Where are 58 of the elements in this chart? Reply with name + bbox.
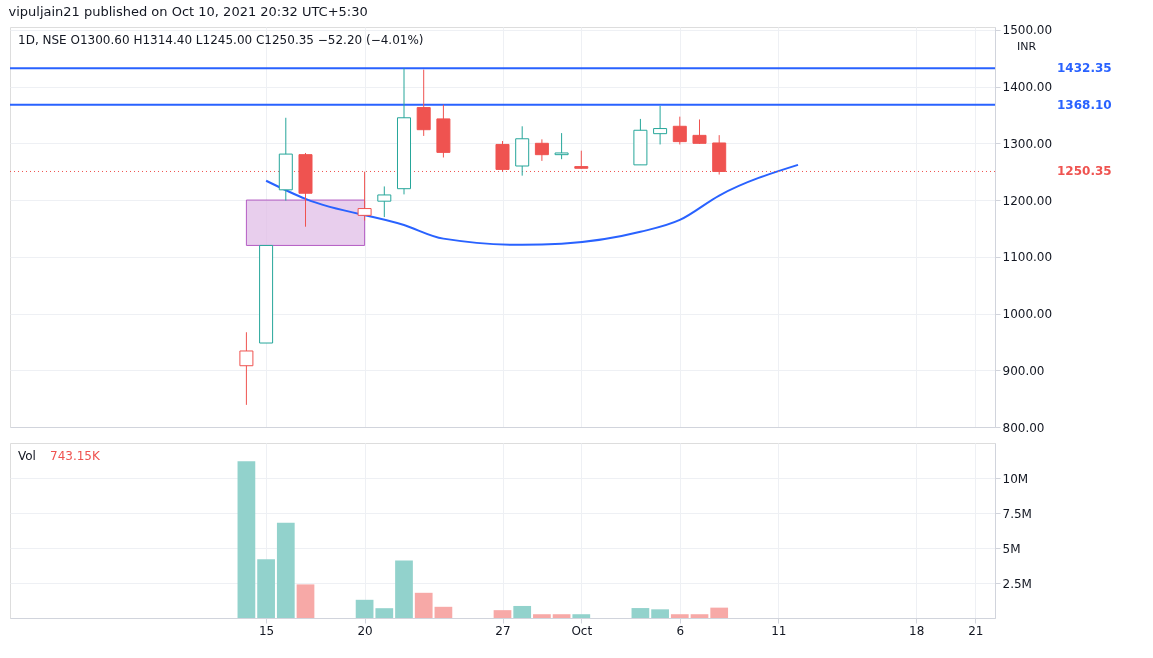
text: vipuljain21 published on Oct 10, 2021 20:32 UTC+5:30	[8, 4, 368, 20]
x-tick-label: 11	[771, 623, 787, 638]
y-tick-label: 1400.00	[1002, 80, 1053, 95]
ref-line-label: 1250.35	[1057, 164, 1112, 179]
y-tick-label: 800.00	[1002, 420, 1045, 435]
y-tick-label: 1500.00	[1002, 23, 1053, 38]
bar	[355, 599, 374, 618]
bar	[493, 610, 512, 618]
bar	[296, 584, 315, 618]
y-tick-label: 10M	[1002, 471, 1029, 486]
line-series	[265, 163, 799, 246]
candlestick	[574, 150, 589, 170]
annotation: 743.15K	[50, 449, 101, 463]
bar	[631, 608, 650, 618]
bar	[552, 614, 571, 618]
x-tick-label: 21	[968, 623, 984, 638]
y-tick-label: 1000.00	[1002, 307, 1053, 322]
candlestick	[692, 118, 707, 145]
y-axis-title: INR	[1017, 40, 1037, 53]
bar	[257, 559, 275, 618]
y-tick-label: 7.5M	[1002, 506, 1032, 521]
x-tick-label: 18	[909, 623, 925, 638]
y-tick-label: 900.00	[1002, 363, 1045, 378]
bar	[395, 560, 413, 618]
bar	[533, 614, 551, 618]
bar	[513, 605, 532, 618]
ref-line-label: 1368.10	[1057, 97, 1112, 112]
candlestick	[653, 105, 668, 145]
candlestick	[672, 116, 687, 145]
candlestick	[377, 185, 392, 218]
candlestick	[357, 171, 372, 221]
x-tick-label: 27	[495, 623, 511, 638]
ref-line-label: 1432.35	[1057, 61, 1112, 76]
candlestick	[416, 69, 431, 137]
bar	[572, 614, 591, 618]
x-tick-label: 6	[676, 623, 685, 638]
y-tick-label: 5M	[1002, 541, 1021, 556]
bar	[434, 606, 453, 618]
bar	[375, 608, 394, 618]
bar	[276, 522, 295, 618]
bar	[651, 609, 669, 618]
text: 1D, NSE O1300.60 H1314.40 L1245.00 C1250.35 −52.20 (−4.01%)	[18, 33, 424, 47]
bar	[670, 614, 689, 618]
y-tick-label: 1100.00	[1002, 250, 1053, 265]
bar	[690, 614, 709, 618]
y-tick-label: 1200.00	[1002, 193, 1053, 208]
y-tick-label: 1300.00	[1002, 136, 1053, 151]
bar	[414, 592, 433, 618]
text: Vol	[18, 449, 36, 463]
x-tick-label: 20	[357, 623, 373, 638]
x-tick-label: Oct	[571, 623, 593, 638]
bar	[710, 607, 729, 618]
candlestick	[239, 331, 254, 406]
y-tick-label: 2.5M	[1002, 576, 1032, 591]
candlestick	[534, 138, 549, 162]
bar	[237, 461, 256, 618]
candlestick	[554, 132, 569, 160]
x-tick-label: 15	[258, 623, 275, 638]
